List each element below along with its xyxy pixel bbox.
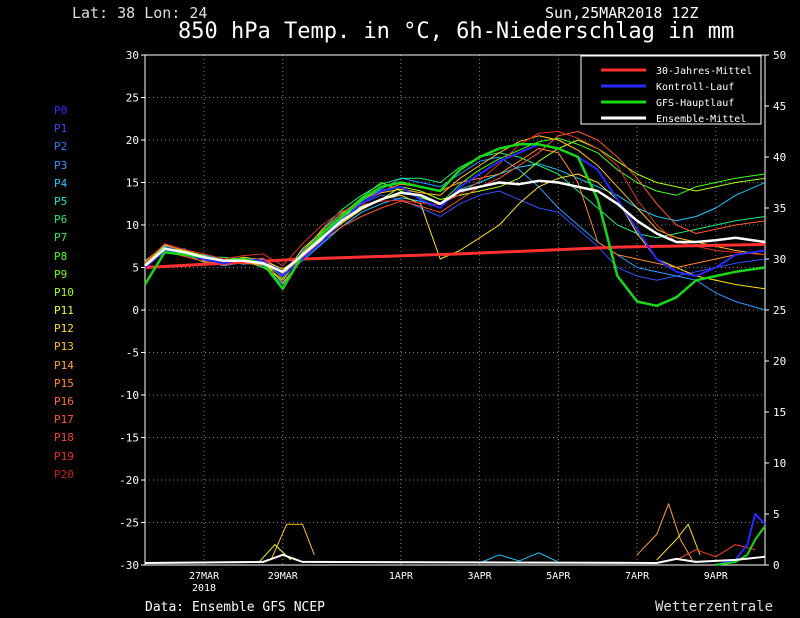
y-tick-left: -5	[126, 347, 139, 360]
y-tick-left: 15	[126, 177, 139, 190]
member-line-p3	[144, 156, 766, 311]
member-label-p13: P13	[54, 340, 74, 354]
precip-line-p12	[656, 523, 701, 561]
y-tick-right: 15	[773, 406, 786, 419]
precip-mean-line	[144, 553, 766, 564]
brand-label: Wetterzentrale	[655, 599, 774, 615]
x-tick-label: 9APR	[704, 571, 729, 582]
y-tick-right: 50	[773, 49, 786, 62]
gfs-main-line	[143, 143, 766, 308]
member-label-p4: P4	[54, 176, 68, 190]
y-tick-left: 25	[126, 92, 139, 105]
member-label-p19: P19	[54, 449, 74, 463]
member-label-p20: P20	[54, 467, 74, 481]
y-tick-left: 0	[132, 304, 139, 317]
precip-line-p18	[676, 544, 756, 561]
precip-line-p14	[636, 503, 693, 561]
climate-mean-line	[144, 243, 766, 269]
member-label-p0: P0	[54, 104, 68, 117]
y-tick-left: -20	[119, 474, 139, 487]
precip-gfs-line	[715, 525, 766, 566]
member-line-p15	[144, 148, 766, 280]
y-tick-left: -25	[119, 517, 139, 530]
y-tick-left: -10	[119, 389, 139, 402]
y-tick-right: 30	[773, 253, 786, 266]
y-tick-right: 40	[773, 151, 786, 164]
x-tick-sublabel: 2018	[192, 583, 216, 594]
member-label-p3: P3	[54, 158, 68, 172]
member-line-p10	[144, 139, 766, 277]
x-tick-label: 5APR	[546, 571, 571, 582]
x-tick-label: 27MAR	[189, 571, 220, 582]
member-label-p5: P5	[54, 194, 68, 208]
member-label-p6: P6	[54, 213, 68, 227]
run-date-label: Sun,25MAR2018 12Z	[545, 4, 699, 22]
y-tick-right: 10	[773, 457, 786, 470]
member-label-p16: P16	[54, 395, 74, 408]
x-tick-label: 7APR	[625, 571, 650, 582]
member-label-p14: P14	[54, 358, 74, 372]
member-label-p7: P7	[54, 231, 68, 245]
legend-label: Ensemble-Mittel	[656, 114, 746, 125]
x-tick-label: 29MAR	[268, 571, 299, 582]
member-label-p17: P17	[54, 413, 74, 427]
legend-label: Kontroll-Lauf	[656, 82, 734, 93]
precip-line-p11	[258, 544, 292, 563]
legend-box	[580, 55, 762, 125]
y-tick-right: 45	[773, 100, 786, 113]
y-tick-right: 20	[773, 355, 786, 368]
x-tick-label: 3APR	[468, 571, 493, 582]
member-list: P0 P1 P2 P3 P4 P5 P6 P7 P8 P9 P10 P11 P12 P13 P14 P15 P1…	[54, 102, 74, 484]
member-label-p2: P2	[54, 140, 68, 154]
member-label-p15: P15	[54, 376, 74, 390]
member-label-p9: P9	[54, 267, 68, 281]
y-tick-right: 0	[773, 559, 780, 572]
y-tick-right: 25	[773, 304, 786, 317]
legend-label: GFS-Hauptlauf	[656, 98, 734, 109]
y-tick-left: 5	[132, 262, 139, 275]
member-label-p10: P10	[54, 285, 74, 299]
y-tick-left: -30	[119, 559, 139, 572]
y-tick-right: 5	[773, 508, 780, 521]
y-tick-left: 30	[126, 49, 139, 62]
data-source-label: Data: Ensemble GFS NCEP	[145, 600, 326, 615]
y-tick-left: 20	[126, 134, 139, 147]
member-label-p11: P11	[54, 304, 74, 318]
precip-line-p4	[479, 552, 559, 564]
y-tick-right: 35	[773, 202, 786, 215]
member-label-p18: P18	[54, 431, 74, 445]
member-label-p1: P1	[54, 122, 68, 136]
member-label-p8: P8	[54, 249, 68, 263]
member-line-p19	[144, 131, 766, 267]
member-label-p12: P12	[54, 322, 74, 336]
x-tick-label: 1APR	[389, 571, 414, 582]
ensemble-mean-line	[144, 179, 766, 274]
y-tick-left: -15	[119, 432, 139, 445]
precip-control-line	[715, 513, 766, 566]
chart-title: 850 hPa Temp. in °C, 6h-Niederschlag in …	[178, 19, 735, 44]
y-tick-left: 10	[126, 219, 139, 232]
member-line-p4	[144, 163, 766, 275]
precip-line-p13	[270, 523, 315, 561]
legend-label: 30-Jahres-Mittel	[656, 66, 752, 77]
location-label: Lat: 38 Lon: 24	[72, 4, 208, 22]
